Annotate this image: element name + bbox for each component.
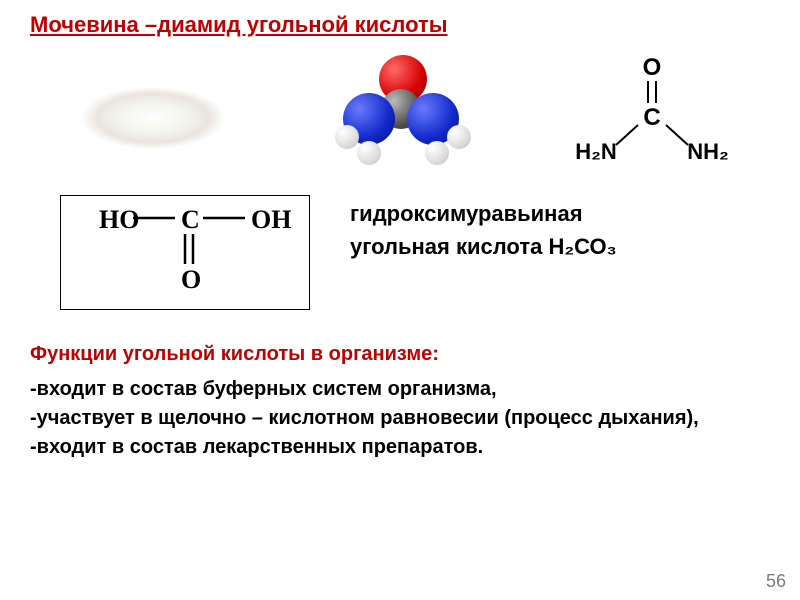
atom-O: O: [642, 55, 661, 81]
hydrogen-atom-icon: [335, 125, 359, 149]
carbonic-acid-structure: HO C OH O: [60, 195, 310, 310]
page-number: 56: [766, 571, 786, 592]
svg-text:C: C: [181, 205, 200, 234]
carbonic-acid-names: гидроксимуравьиная угольная кислота Н₂СО…: [350, 195, 617, 263]
svg-text:O: O: [181, 265, 201, 294]
slide-title: Мочевина –диамид угольной кислоты: [0, 0, 800, 42]
hydrogen-atom-icon: [447, 125, 471, 149]
hydrogen-atom-icon: [425, 141, 449, 165]
top-row: O C H₂N NH₂: [0, 42, 800, 180]
urea-structural-formula: O C H₂N NH₂: [572, 55, 732, 165]
group-H2N: H₂N: [575, 139, 617, 164]
function-item: -входит в состав лекарственных препарато…: [30, 433, 770, 462]
svg-text:OH: OH: [251, 205, 291, 234]
svg-text:HO: HO: [99, 205, 139, 234]
function-item: -входит в состав буферных систем организ…: [30, 375, 770, 404]
urea-3d-model: [335, 55, 475, 165]
functions-block: Функции угольной кислоты в организме: -в…: [0, 310, 800, 462]
mid-row: HO C OH O гидроксимуравьиная угольная ки…: [0, 180, 800, 310]
name-line-2: угольная кислота Н₂СО₃: [350, 230, 617, 263]
atom-C: C: [643, 104, 660, 131]
function-item: -участвует в щелочно – кислотном равнове…: [30, 404, 770, 433]
name-line-1: гидроксимуравьиная: [350, 197, 617, 230]
group-NH2: NH₂: [687, 139, 729, 164]
urea-powder-photo: [68, 70, 238, 150]
functions-heading: Функции угольной кислоты в организме:: [30, 340, 770, 369]
hydrogen-atom-icon: [357, 141, 381, 165]
